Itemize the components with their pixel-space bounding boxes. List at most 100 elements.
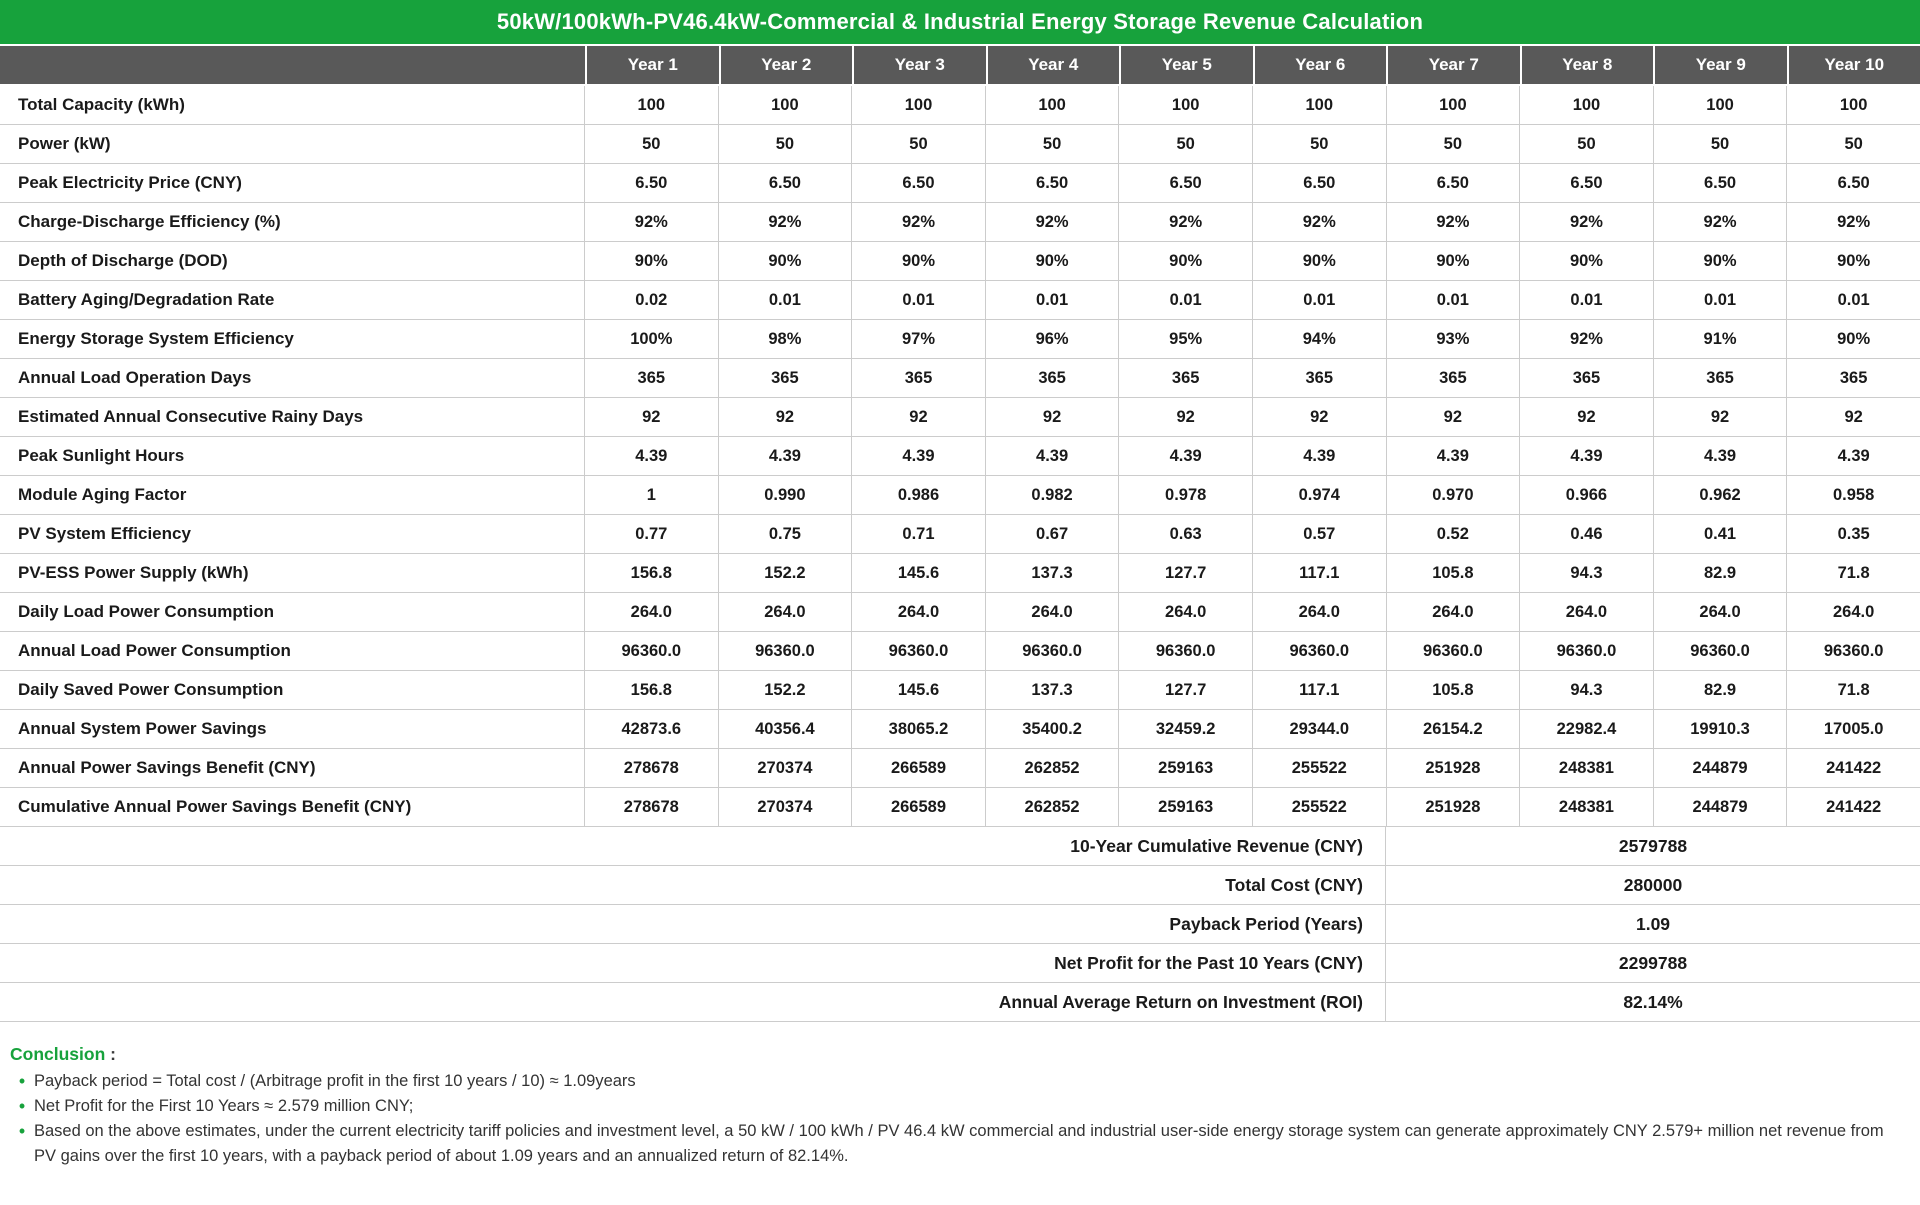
value-cell: 152.2 [717,671,852,709]
value-cell: 6.50 [1251,164,1386,202]
value-cell: 248381 [1519,749,1653,787]
value-cell: 22982.4 [1519,710,1653,748]
column-header-year-7: Year 7 [1386,46,1520,84]
summary-row: Net Profit for the Past 10 Years (CNY) 22… [0,944,1920,983]
header-spacer-cell [0,46,585,84]
value-cell: 259163 [1118,749,1252,787]
summary-row: Total Cost (CNY) 280000 [0,866,1920,905]
value-cell: 92% [1251,203,1386,241]
value-cell: 90% [1519,242,1653,280]
value-cell: 95% [1118,320,1252,358]
value-cell: 50 [1118,125,1252,163]
conclusion-bullet: Payback period = Total cost / (Arbitrage… [10,1069,1896,1094]
value-cell: 96360.0 [1786,632,1920,670]
value-cell: 117.1 [1251,671,1386,709]
value-cell: 92 [851,398,985,436]
row-label: PV-ESS Power Supply (kWh) [0,554,585,592]
value-cell: 90% [851,242,985,280]
value-cell: 0.958 [1786,476,1920,514]
column-header-year-8: Year 8 [1519,46,1654,84]
value-cell: 244879 [1652,749,1787,787]
value-cell: 251928 [1385,749,1520,787]
value-cell: 92% [1118,203,1252,241]
value-cell: 94.3 [1519,554,1653,592]
value-cell: 4.39 [717,437,852,475]
conclusion-bullet-text: Payback period = Total cost / (Arbitrage… [34,1072,636,1090]
value-cell: 92% [984,203,1119,241]
value-cell: 0.57 [1251,515,1386,553]
value-cell: 100 [1251,86,1386,124]
value-cell: 365 [1519,359,1653,397]
value-cell: 50 [1786,125,1920,163]
value-cell: 92% [851,203,985,241]
value-cell: 100 [1786,86,1920,124]
value-cell: 365 [637,368,666,387]
table-row: Depth of Discharge (DOD) 90% 90% 90% 90% 90% 9… [0,242,1920,281]
value-cell: 0.962 [1652,476,1787,514]
table-row: Estimated Annual Consecutive Rainy Days 9… [0,398,1920,437]
value-cell: 100 [717,86,852,124]
value-cell: 4.39 [1652,437,1787,475]
column-header-year-6: Year 6 [1252,46,1387,84]
table-row: PV System Efficiency 0.77 0.75 0.71 0.67 0.63… [0,515,1920,554]
conclusion-heading-label: Conclusion [10,1044,106,1064]
row-label: Battery Aging/Degradation Rate [0,281,585,319]
value-cell: 105.8 [1385,554,1520,592]
value-cell: 4.39 [1251,437,1386,475]
value-cell: 92% [1652,203,1787,241]
row-label: PV System Efficiency [0,515,585,553]
value-cell: 365 [984,359,1119,397]
value-cell: 6.50 [1652,164,1787,202]
value-cell: 92% [1385,203,1520,241]
value-cell: 50 [1385,125,1520,163]
value-cell: 96360.0 [621,641,682,660]
value-cell: 262852 [984,749,1119,787]
value-cell: 50 [717,125,852,163]
value-cell: 127.7 [1118,554,1252,592]
table-body: Total Capacity (kWh) 100 100 100 100 100 100 10… [0,86,1920,827]
value-cell: 96% [984,320,1119,358]
value-cell: 92% [634,212,668,231]
summary-row: Annual Average Return on Investment (ROI… [0,983,1920,1022]
value-cell: 98% [717,320,852,358]
table-row: Annual Load Power Consumption 96360.0 9636… [0,632,1920,671]
value-cell: 100 [1385,86,1520,124]
summary-value: 82.14% [1623,991,1683,1012]
column-header-year-4: Year 4 [985,46,1120,84]
value-cell: 50 [1519,125,1653,163]
value-cell: 6.50 [1118,164,1252,202]
value-cell: 0.990 [717,476,852,514]
value-cell: 92 [1251,398,1386,436]
summary-value: 1.09 [1635,913,1671,934]
table-row: Annual Load Operation Days 365 365 365 365 36… [0,359,1920,398]
value-cell: 6.50 [984,164,1119,202]
table-row: Peak Electricity Price (CNY) 6.50 6.50 6.50… [0,164,1920,203]
value-cell: 4.39 [984,437,1119,475]
value-cell: 117.1 [1251,554,1386,592]
value-cell: 6.50 [717,164,852,202]
value-cell: 92 [1652,398,1787,436]
year-header-cells: Year 1 Year 2 Year 3 Year 4 Year 5 Year 6 Year… [585,46,1920,84]
table-row: Daily Load Power Consumption 264.0 264.0 26… [0,593,1920,632]
value-cell: 105.8 [1385,671,1520,709]
value-cell: 97% [851,320,985,358]
value-cell: 137.3 [984,554,1119,592]
value-cell: 0.01 [1786,281,1920,319]
value-cell: 90% [1251,242,1386,280]
row-label: Energy Storage System Efficiency [0,320,585,358]
conclusion-heading-colon: : [105,1044,116,1064]
value-cell: 0.41 [1652,515,1787,553]
value-cell: 264.0 [1118,593,1252,631]
row-label: Annual Load Power Consumption [0,632,585,670]
value-cell: 71.8 [1786,671,1920,709]
value-cell: 32459.2 [1118,710,1252,748]
value-cell: 100% [630,329,673,348]
summary-row: Payback Period (Years) 1.09 [0,905,1920,944]
value-cell: 100 [851,86,985,124]
value-cell: 0.01 [1519,281,1653,319]
value-cell: 92 [717,398,852,436]
value-cell: 251928 [1385,788,1520,826]
column-header-year-5: Year 5 [1119,46,1253,84]
summary-value: 280000 [1623,874,1683,895]
value-cell: 0.974 [1251,476,1386,514]
